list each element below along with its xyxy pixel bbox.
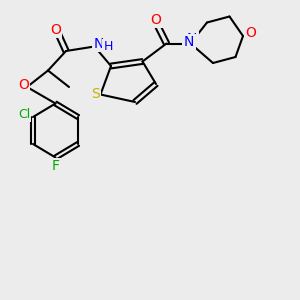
Text: O: O — [50, 23, 61, 37]
Text: O: O — [18, 78, 29, 92]
Text: N: N — [184, 35, 194, 49]
Text: F: F — [52, 159, 59, 173]
Text: H: H — [103, 40, 113, 53]
Text: N: N — [94, 37, 104, 50]
Text: N: N — [187, 32, 197, 46]
Text: O: O — [245, 26, 256, 40]
Text: Cl: Cl — [18, 107, 30, 121]
Text: S: S — [91, 88, 100, 101]
Text: O: O — [151, 13, 161, 26]
